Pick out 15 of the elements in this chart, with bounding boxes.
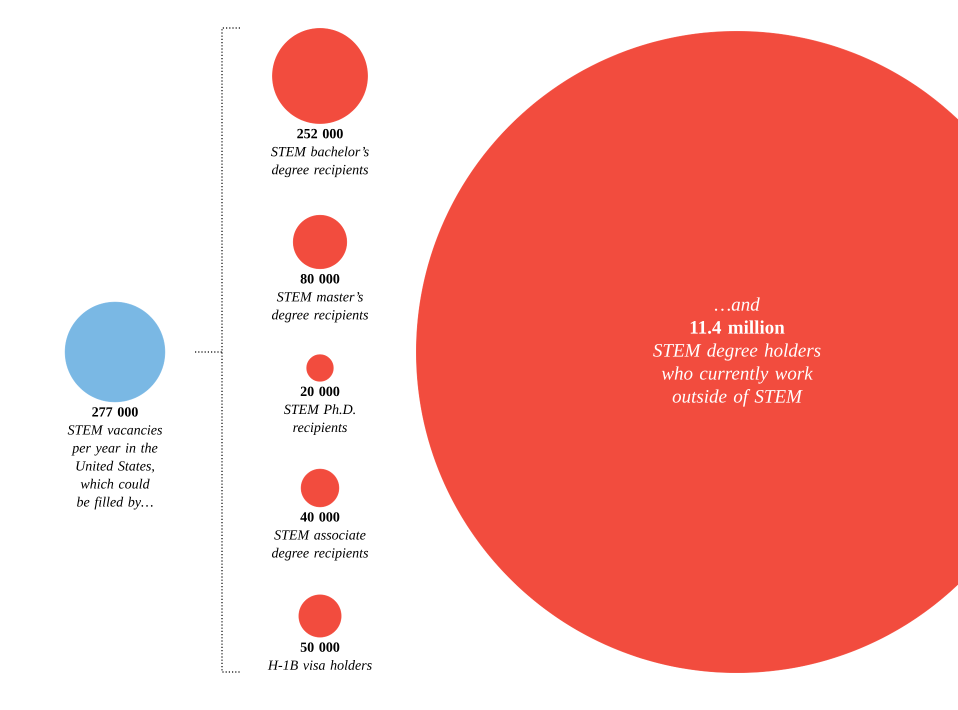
data-label: 80 000 <box>300 274 340 284</box>
category-label: STEM Ph.D. recipients <box>284 404 355 435</box>
category-label: STEM degree holders who currently work outside of STEM <box>653 343 821 407</box>
data-label: 277 000 <box>92 407 138 417</box>
text: …and <box>714 297 760 311</box>
data-label: 50 000 <box>300 642 340 652</box>
category-label: STEM bachelor’s degree recipients <box>271 146 369 178</box>
data-label: 252 000 <box>297 128 343 138</box>
category-label: H-1B visa holders <box>268 660 372 670</box>
data-label: 20 000 <box>300 386 340 396</box>
category-label: STEM master’s degree recipients <box>272 292 368 322</box>
data-label: 11.4 million <box>690 320 784 334</box>
category-label: STEM associate degree recipients <box>272 530 368 560</box>
category-label: STEM vacancies per year in the United States, which could be filled by… <box>68 425 162 510</box>
data-label: 40 000 <box>300 512 340 522</box>
